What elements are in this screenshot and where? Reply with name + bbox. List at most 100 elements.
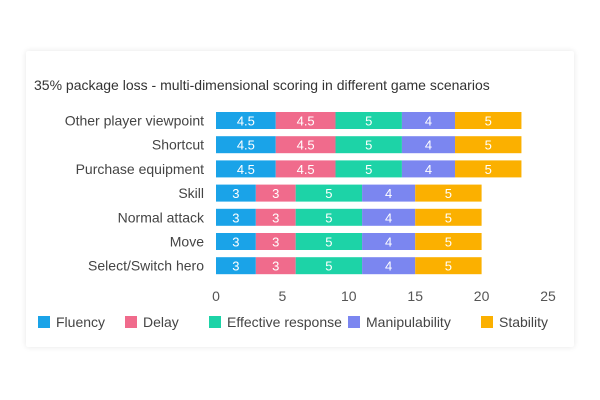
stacked-bar-chart: 35% package loss - multi-dimensional sco…: [34, 77, 556, 330]
bar-segment: [275, 112, 336, 129]
category-label: Shortcut: [152, 137, 204, 153]
bar-value-label: 5: [325, 186, 332, 201]
bar-value-label: 3: [232, 235, 239, 250]
bar-segment: [362, 257, 416, 275]
bar-segment: [216, 233, 256, 250]
bar-value-label: 5: [485, 138, 492, 153]
bar-segment: [216, 184, 256, 202]
category-labels: Other player viewpoint Shortcut Purchase e…: [65, 113, 205, 274]
x-tick-label: 5: [279, 288, 287, 304]
bar-segment: [255, 208, 296, 226]
bar-value-label: 4: [385, 210, 392, 225]
x-tick-label: 15: [407, 288, 423, 304]
legend-label: Fluency: [56, 314, 105, 330]
bar-value-label: 5: [485, 114, 492, 129]
legend-swatch: [348, 316, 360, 328]
category-label: Skill: [178, 185, 204, 201]
bar-value-label: 5: [365, 114, 372, 129]
bar-value-label: 4: [425, 138, 432, 153]
bar-segment: [216, 112, 276, 129]
bar-segment: [415, 257, 482, 275]
bar-value-label: 5: [325, 210, 332, 225]
category-label: Other player viewpoint: [65, 113, 204, 129]
bar-value-label: 4.5: [237, 138, 255, 153]
bar-segment: [295, 257, 363, 275]
bar-value-label: 3: [232, 210, 239, 225]
x-tick-label: 20: [474, 288, 490, 304]
bar-segment: [295, 208, 363, 226]
bar-value-label: 4: [425, 162, 432, 177]
bar-value-label: 4.5: [237, 162, 255, 177]
x-tick-label: 0: [212, 288, 220, 304]
bars-group: 4.5 4.5 5 4 54.5 4.5 5 4 54.5 4.5 5 4 53 3 5 4 53 3 5 4 53 3 5…: [216, 112, 522, 275]
bar-segment: [335, 112, 402, 129]
bar-value-label: 3: [272, 235, 279, 250]
legend-swatch: [209, 316, 221, 328]
bar-value-label: 4.5: [237, 114, 255, 129]
bar-segment: [455, 112, 522, 129]
bar-value-label: 4.5: [297, 114, 315, 129]
bar-segment: [455, 160, 522, 178]
legend-label: Manipulability: [366, 314, 451, 330]
bar-value-label: 5: [445, 259, 452, 274]
bar-value-label: 5: [485, 162, 492, 177]
x-tick-label: 10: [341, 288, 357, 304]
bar-segment: [255, 257, 296, 275]
category-label: Move: [170, 234, 204, 250]
category-label: Purchase equipment: [76, 161, 205, 177]
legend-swatch: [125, 316, 137, 328]
bar-segment: [415, 184, 482, 202]
bar-value-label: 4.5: [297, 138, 315, 153]
bar-segment: [255, 184, 296, 202]
bar-value-label: 5: [445, 210, 452, 225]
bar-value-label: 3: [232, 259, 239, 274]
x-tick-label: 25: [540, 288, 556, 304]
bar-value-label: 5: [325, 259, 332, 274]
bar-segment: [216, 257, 256, 275]
bar-segment: [216, 208, 256, 226]
x-axis-ticks: 0 5 10 15 20 25: [212, 288, 556, 304]
bar-segment: [362, 208, 416, 226]
bar-segment: [401, 160, 456, 178]
bar-segment: [362, 233, 416, 250]
bar-value-label: 3: [272, 259, 279, 274]
bar-value-label: 4: [425, 114, 432, 129]
legend-swatch: [38, 316, 50, 328]
chart-card: 35% package loss - multi-dimensional sco…: [26, 51, 574, 347]
legend-swatch: [481, 316, 493, 328]
bar-segment: [415, 233, 482, 250]
category-label: Select/Switch hero: [88, 258, 204, 274]
bar-segment: [275, 136, 336, 154]
legend-label: Stability: [499, 314, 548, 330]
bar-segment: [401, 112, 456, 129]
bar-segment: [216, 160, 276, 178]
bar-value-label: 5: [325, 235, 332, 250]
legend: Fluency Delay Effective response Manipulabi…: [38, 314, 548, 330]
chart-title: 35% package loss - multi-dimensional sco…: [34, 77, 490, 93]
bar-value-label: 4: [385, 259, 392, 274]
bar-value-label: 4.5: [297, 162, 315, 177]
bar-value-label: 4: [385, 186, 392, 201]
bar-segment: [415, 208, 482, 226]
bar-value-label: 3: [232, 186, 239, 201]
bar-segment: [255, 233, 296, 250]
legend-label: Effective response: [227, 314, 342, 330]
bar-value-label: 3: [272, 186, 279, 201]
bar-value-label: 5: [365, 138, 372, 153]
bar-segment: [335, 160, 402, 178]
bar-value-label: 5: [445, 235, 452, 250]
bar-segment: [401, 136, 456, 154]
category-label: Normal attack: [118, 209, 205, 225]
bar-value-label: 5: [445, 186, 452, 201]
bar-segment: [362, 184, 416, 202]
bar-segment: [216, 136, 276, 154]
bar-segment: [455, 136, 522, 154]
bar-segment: [295, 184, 363, 202]
bar-value-label: 5: [365, 162, 372, 177]
bar-value-label: 3: [272, 210, 279, 225]
bar-segment: [275, 160, 336, 178]
bar-value-label: 4: [385, 235, 392, 250]
legend-label: Delay: [143, 314, 179, 330]
bar-segment: [335, 136, 402, 154]
bar-segment: [295, 233, 363, 250]
